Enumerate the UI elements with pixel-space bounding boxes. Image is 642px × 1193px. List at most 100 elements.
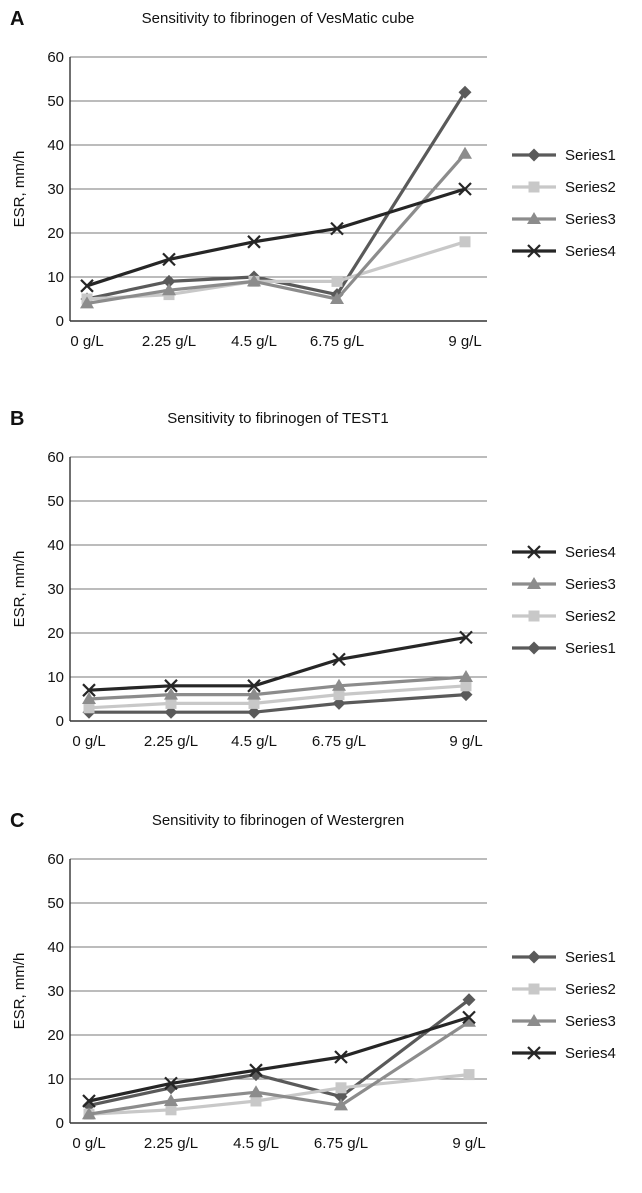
legend-marker-square <box>528 610 540 622</box>
data-point-square <box>463 1069 475 1081</box>
y-axis-label: ESR, mm/h <box>11 151 28 228</box>
legend-item-series4: Series4 <box>512 544 616 561</box>
legend-label: Series3 <box>565 211 616 228</box>
data-point-square <box>460 680 472 692</box>
x-marker-stroke <box>162 252 176 267</box>
x-tick-label: 6.75 g/L <box>314 1135 368 1152</box>
x-marker-stroke <box>527 545 541 559</box>
series-line <box>86 240 466 301</box>
legend-marker-triangle <box>527 577 541 589</box>
legend-label: Series4 <box>565 544 616 561</box>
x-tick-label: 6.75 g/L <box>310 333 364 350</box>
series-series3 <box>80 146 472 309</box>
y-tick-label: 30 <box>47 181 64 198</box>
legend-label: Series1 <box>565 147 616 164</box>
y-tick-label: 40 <box>47 137 64 154</box>
data-point-x <box>247 679 261 693</box>
series-series1 <box>80 85 472 306</box>
data-point-x <box>330 221 344 236</box>
chart-panel-a: A Sensitivity to fibrinogen of VesMatic c… <box>10 8 616 350</box>
data-point-triangle <box>330 292 344 304</box>
y-tick-label: 50 <box>47 493 64 510</box>
y-tick-label: 10 <box>47 669 64 686</box>
legend-item-series4: Series4 <box>512 1045 616 1062</box>
data-point-triangle <box>80 296 94 309</box>
y-tick-label: 20 <box>47 625 64 642</box>
legend-label: Series2 <box>565 608 616 625</box>
y-tick-label: 30 <box>47 581 64 598</box>
data-point-diamond <box>162 274 176 288</box>
panel-label: C <box>10 810 24 832</box>
panel-label: A <box>10 8 24 30</box>
legend-label: Series2 <box>565 179 616 196</box>
legend-label: Series1 <box>565 949 616 966</box>
y-tick-label: 30 <box>47 983 64 1000</box>
data-point-square <box>83 702 95 714</box>
x-marker-stroke <box>82 1094 96 1108</box>
x-tick-label: 2.25 g/L <box>144 1135 198 1152</box>
legend: Series4 Series3 Series2 Series1 <box>512 544 616 657</box>
y-tick-label: 0 <box>56 1115 64 1132</box>
y-tick-label: 60 <box>47 49 64 66</box>
y-tick-label: 20 <box>47 1027 64 1044</box>
x-tick-label: 9 g/L <box>449 733 482 750</box>
data-point-diamond <box>247 705 261 719</box>
data-point-diamond <box>164 705 178 719</box>
x-marker-stroke <box>462 1010 476 1025</box>
data-point-x <box>82 1094 96 1108</box>
series-series4 <box>80 182 472 293</box>
y-tick-label: 50 <box>47 93 64 110</box>
data-point-x <box>162 252 176 267</box>
chart-panel-c: C Sensitivity to fibrinogen of Westergren… <box>10 810 616 1152</box>
x-marker-stroke <box>247 679 261 693</box>
y-tick-label: 10 <box>47 1071 64 1088</box>
x-marker-stroke <box>164 679 178 693</box>
legend-label: Series1 <box>565 640 616 657</box>
legend-item-series1: Series1 <box>512 949 616 966</box>
data-point-square <box>335 1082 347 1094</box>
data-point-x <box>462 1010 476 1025</box>
y-tick-label: 40 <box>47 537 64 554</box>
data-point-triangle <box>247 687 261 700</box>
data-point-x <box>458 182 472 196</box>
data-point-triangle <box>458 146 472 159</box>
series-series3 <box>82 1014 476 1120</box>
data-point-x <box>459 630 473 645</box>
data-point-triangle <box>332 678 346 691</box>
series-series2 <box>83 680 472 714</box>
legend-label: Series4 <box>565 243 616 260</box>
data-point-diamond <box>334 1090 348 1104</box>
data-point-diamond <box>458 85 472 99</box>
x-tick-label: 0 g/L <box>70 333 103 350</box>
data-point-triangle <box>247 274 261 287</box>
legend-item-series2: Series2 <box>512 981 616 998</box>
x-marker-stroke <box>247 235 261 249</box>
legend-item-series1: Series1 <box>512 147 616 164</box>
x-marker-stroke <box>334 1050 348 1064</box>
series-series4 <box>82 1010 476 1108</box>
series-series1 <box>82 993 476 1112</box>
data-point-triangle <box>82 1107 96 1120</box>
data-point-triangle <box>334 1098 348 1111</box>
y-tick-label: 50 <box>47 895 64 912</box>
data-point-x <box>332 652 346 667</box>
series-line <box>86 187 466 288</box>
x-tick-label: 6.75 g/L <box>312 733 366 750</box>
chart-title: Sensitivity to fibrinogen of Westergren <box>152 812 404 829</box>
data-point-x <box>82 683 96 697</box>
data-point-x <box>249 1063 263 1077</box>
series-series3 <box>82 670 473 704</box>
x-tick-label: 4.5 g/L <box>231 733 277 750</box>
data-point-square <box>165 1104 177 1116</box>
legend-item-series3: Series3 <box>512 576 616 593</box>
x-tick-label: 0 g/L <box>72 1135 105 1152</box>
x-tick-label: 0 g/L <box>72 733 105 750</box>
data-point-square <box>248 697 260 709</box>
data-point-triangle <box>164 1094 178 1106</box>
legend-item-series2: Series2 <box>512 608 616 625</box>
x-marker-stroke <box>330 221 344 236</box>
y-tick-label: 0 <box>56 313 64 330</box>
legend-marker-square <box>528 181 540 193</box>
data-point-diamond <box>459 688 473 702</box>
